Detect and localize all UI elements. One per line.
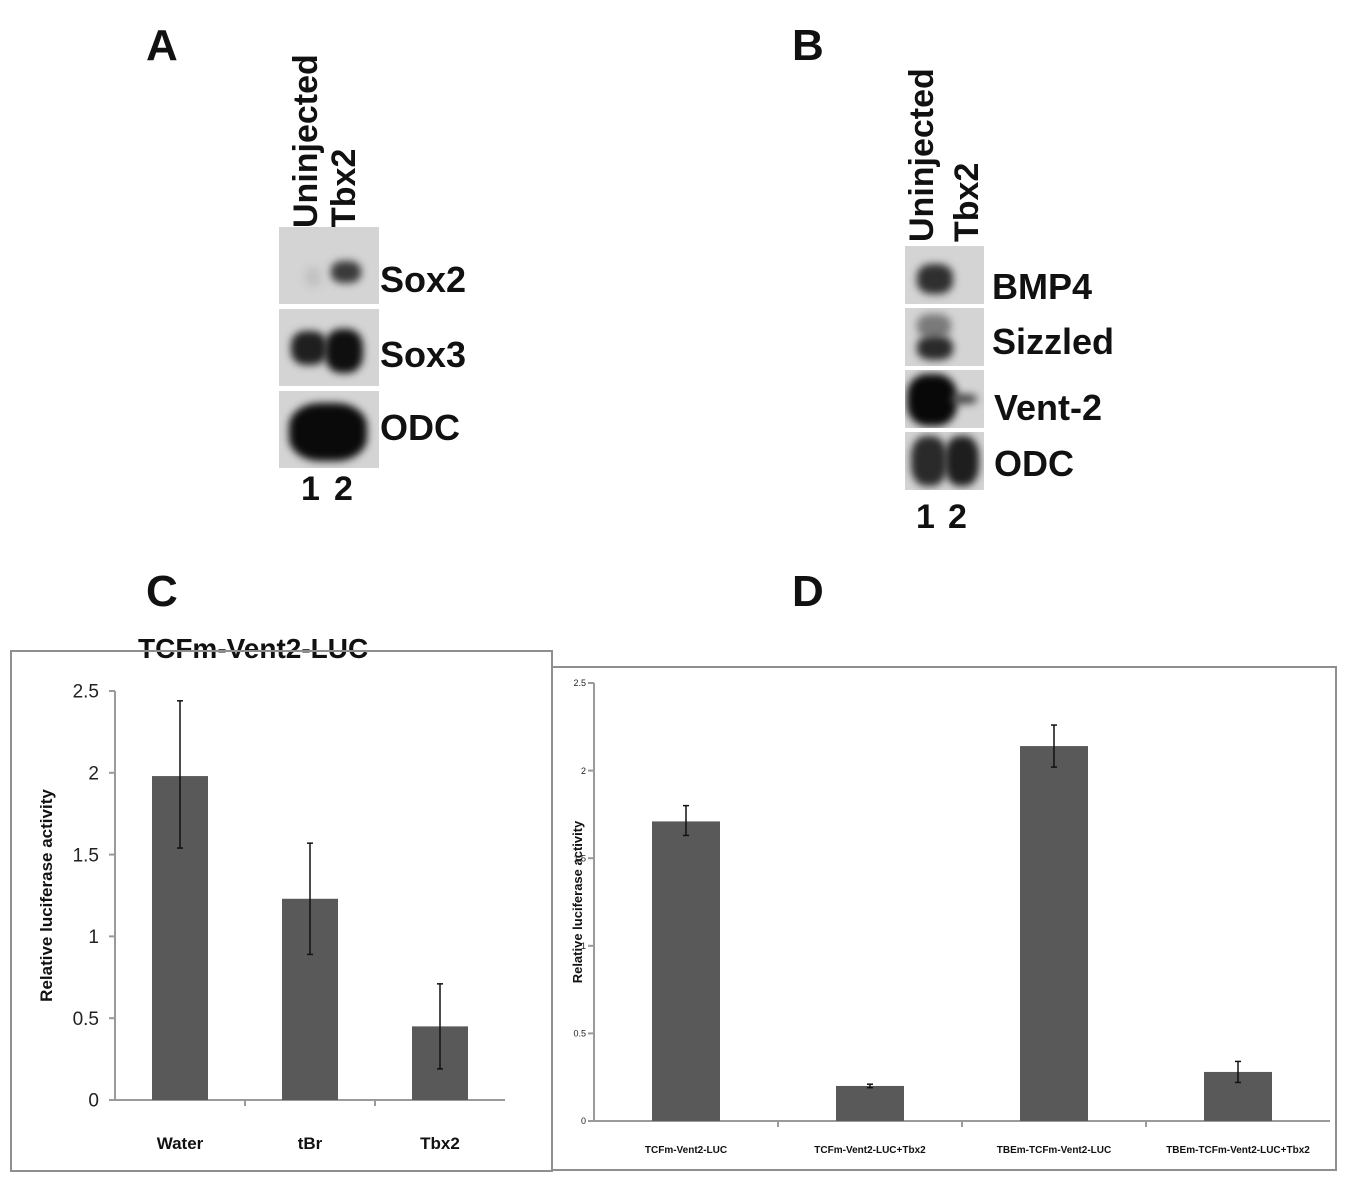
chart-d-y-tick-label: 0.5 — [573, 1029, 586, 1039]
blot-sizzled — [905, 308, 984, 366]
blot-odc-a — [279, 391, 379, 468]
chart-d-bar — [1020, 746, 1088, 1121]
lane-number-1-b: 1 — [916, 498, 935, 536]
blot-odc-b — [905, 432, 984, 490]
gene-label-bmp4: BMP4 — [992, 266, 1093, 307]
chart-d-category-label: TCFm-Vent2-LUC+Tbx2 — [814, 1145, 926, 1156]
gene-label-odc-b: ODC — [994, 443, 1074, 484]
chart-c-y-tick-label: 1.5 — [73, 845, 99, 866]
chart-d-y-tick-label: 2.5 — [573, 678, 586, 688]
chart-d-bar — [836, 1085, 904, 1121]
chart-d-category-label: TBEm-TCFm-Vent2-LUC+Tbx2 — [1166, 1145, 1310, 1156]
chart-d-category-label: TBEm-TCFm-Vent2-LUC — [997, 1145, 1111, 1156]
chart-c-category-label: Water — [157, 1134, 204, 1153]
chart-d-y-tick-label: 0 — [581, 1116, 586, 1126]
gene-label-sox2: Sox2 — [380, 259, 467, 300]
blot-vent2 — [905, 370, 984, 428]
chart-d-frame — [551, 666, 1337, 1171]
blot-sox2 — [279, 227, 379, 304]
chart-d-y-axis-label: Relative luciferase activity — [570, 820, 585, 983]
blot-sox3 — [279, 309, 379, 386]
chart-c-category-label: tBr — [298, 1134, 323, 1153]
gene-label-sox3: Sox3 — [380, 334, 467, 375]
panel-c-letter: C — [146, 567, 178, 616]
chart-d-y-tick-label: 1.5 — [573, 853, 586, 863]
chart-c-y-tick-label: 2.5 — [73, 682, 99, 703]
panel-d-letter: D — [792, 567, 824, 616]
gene-label-odc-a: ODC — [380, 407, 460, 448]
chart-d-category-label: TCFm-Vent2-LUC — [645, 1145, 727, 1156]
chart-c-y-tick-label: 0 — [88, 1091, 99, 1112]
chart-c-category-label: Tbx2 — [420, 1134, 460, 1153]
lane-number-2-b: 2 — [948, 498, 967, 536]
chart-d-y-tick-label: 1 — [581, 941, 586, 951]
gene-label-vent2: Vent-2 — [994, 387, 1103, 428]
lane-number-1-a: 1 — [301, 470, 320, 508]
chart-c-y-tick-label: 2 — [88, 763, 99, 784]
chart-d-y-tick-label: 2 — [581, 766, 586, 776]
chart-c-y-tick-label: 1 — [88, 927, 99, 948]
chart-d-bar — [652, 821, 720, 1121]
chart-c-y-axis-label: Relative luciferase activity — [37, 789, 56, 1002]
panel-a-letter: A — [146, 21, 178, 70]
chart-c-title: TCFm-Vent2-LUC — [138, 633, 369, 664]
panel-b-letter: B — [792, 21, 824, 70]
lane-number-2-a: 2 — [334, 470, 353, 508]
chart-c-y-tick-label: 0.5 — [73, 1009, 99, 1030]
blot-bmp4 — [905, 246, 984, 304]
gene-label-sizzled: Sizzled — [992, 321, 1115, 362]
